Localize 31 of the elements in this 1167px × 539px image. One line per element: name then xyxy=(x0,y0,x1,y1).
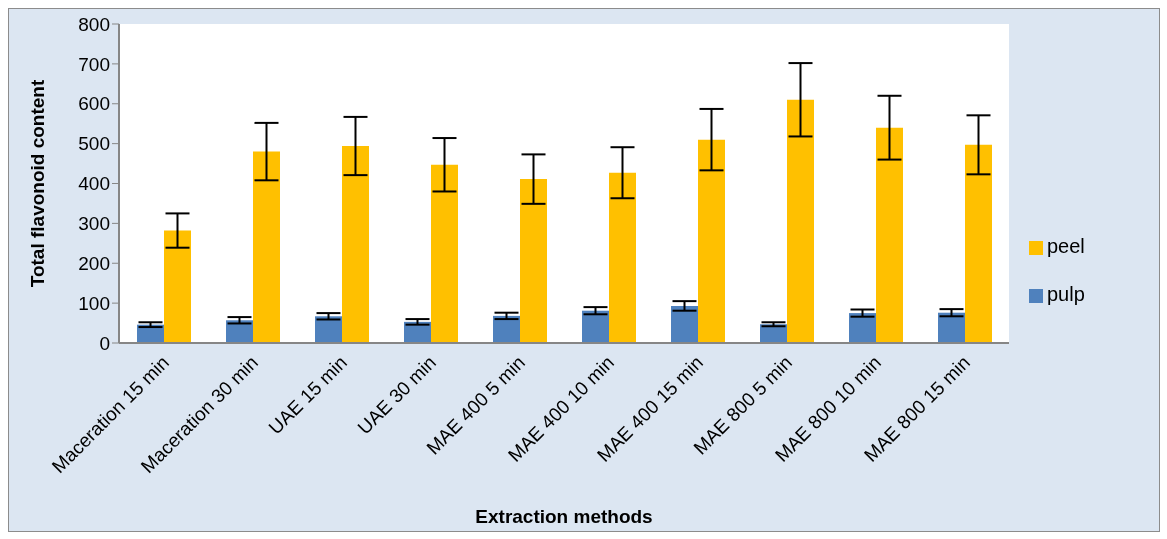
y-tick-label: 200 xyxy=(78,252,110,274)
y-axis-title: Total flavonoid content xyxy=(26,79,48,288)
bar xyxy=(164,230,191,343)
bar xyxy=(431,164,458,343)
bar xyxy=(315,316,342,343)
bar xyxy=(876,127,903,343)
y-tick-label: 400 xyxy=(78,173,110,195)
bar xyxy=(342,146,369,343)
y-tick-label: 0 xyxy=(99,332,110,354)
y-tick-label: 700 xyxy=(78,53,110,75)
bar xyxy=(787,99,814,343)
bar xyxy=(493,315,520,343)
bar xyxy=(938,312,965,343)
bar xyxy=(760,324,787,343)
legend-label: pulp xyxy=(1047,283,1085,305)
bar xyxy=(609,172,636,343)
y-tick-label: 300 xyxy=(78,213,110,235)
bar xyxy=(226,320,253,343)
bar xyxy=(698,139,725,343)
y-tick-label: 100 xyxy=(78,292,110,314)
bar xyxy=(965,144,992,343)
bar xyxy=(253,151,280,343)
y-tick-label: 600 xyxy=(78,93,110,115)
legend-label: peel xyxy=(1047,235,1085,257)
bar xyxy=(582,310,609,343)
bar xyxy=(849,313,876,343)
bar xyxy=(520,179,547,343)
x-axis-title: Extraction methods xyxy=(475,506,653,527)
y-tick-label: 500 xyxy=(78,133,110,155)
bar xyxy=(671,305,698,343)
y-tick-label: 800 xyxy=(78,13,110,35)
